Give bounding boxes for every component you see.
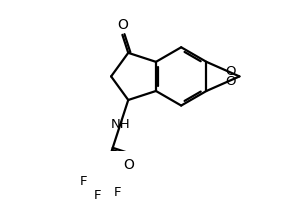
Text: O: O (117, 18, 128, 32)
Text: NH: NH (110, 118, 130, 131)
Text: F: F (79, 175, 87, 188)
Text: O: O (225, 65, 236, 78)
Text: O: O (123, 158, 134, 172)
Text: F: F (113, 186, 121, 199)
Text: F: F (93, 189, 101, 202)
Text: O: O (225, 75, 236, 88)
